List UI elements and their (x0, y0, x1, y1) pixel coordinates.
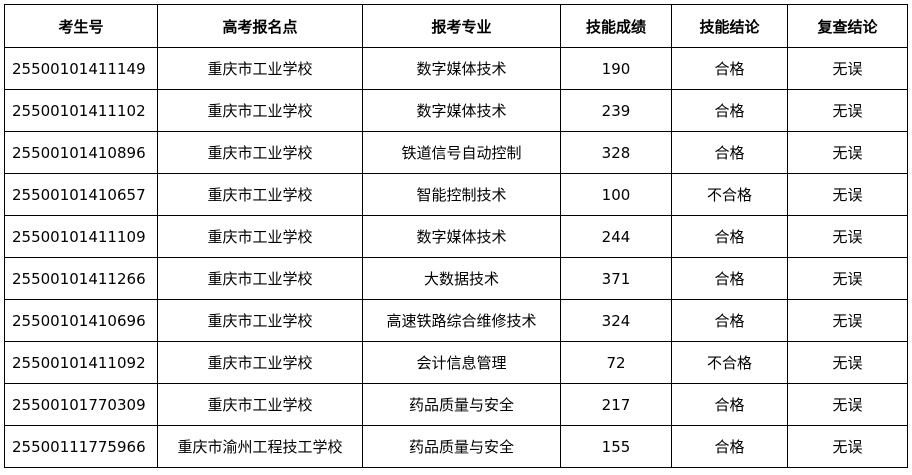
table-cell: 重庆市工业学校 (157, 47, 363, 90)
table-cell: 25500111775966 (4, 425, 158, 468)
table-row: 25500101411102 重庆市工业学校 数字媒体技术 239 合格 无误 (4, 89, 908, 132)
header-cell: 技能成绩 (560, 4, 672, 48)
results-table: 考生号 高考报名点 报考专业 技能成绩 技能结论 复查结论 25500101411149 重… (4, 4, 908, 468)
header-row: 考生号 高考报名点 报考专业 技能成绩 技能结论 复查结论 (4, 4, 908, 48)
table-row: 25500101411109 重庆市工业学校 数字媒体技术 244 合格 无误 (4, 215, 908, 258)
table-cell: 244 (560, 215, 672, 258)
table-cell: 217 (560, 383, 672, 426)
table-cell: 重庆市工业学校 (157, 341, 363, 384)
table-cell: 无误 (787, 425, 908, 468)
table-cell: 药品质量与安全 (362, 425, 561, 468)
table-row: 25500111775966 重庆市渝州工程技工学校 药品质量与安全 155 合格 无误 (4, 425, 908, 468)
table-cell: 重庆市工业学校 (157, 131, 363, 174)
table-cell: 不合格 (671, 173, 788, 216)
table-row: 25500101411266 重庆市工业学校 大数据技术 371 合格 无误 (4, 257, 908, 300)
table-cell: 合格 (671, 89, 788, 132)
table-cell: 合格 (671, 215, 788, 258)
table-cell: 100 (560, 173, 672, 216)
header-cell: 高考报名点 (157, 4, 363, 48)
table-row: 25500101411149 重庆市工业学校 数字媒体技术 190 合格 无误 (4, 47, 908, 90)
table-cell: 重庆市工业学校 (157, 299, 363, 342)
table-row: 25500101410657 重庆市工业学校 智能控制技术 100 不合格 无误 (4, 173, 908, 216)
table-cell: 无误 (787, 173, 908, 216)
table-cell: 重庆市渝州工程技工学校 (157, 425, 363, 468)
table-cell: 合格 (671, 383, 788, 426)
table-cell: 合格 (671, 131, 788, 174)
table-cell: 25500101770309 (4, 383, 158, 426)
table-cell: 重庆市工业学校 (157, 173, 363, 216)
table-cell: 不合格 (671, 341, 788, 384)
table-cell: 25500101411109 (4, 215, 158, 258)
table-cell: 328 (560, 131, 672, 174)
table-cell: 25500101411266 (4, 257, 158, 300)
table-cell: 高速铁路综合维修技术 (362, 299, 561, 342)
table-cell: 25500101410896 (4, 131, 158, 174)
table-cell: 大数据技术 (362, 257, 561, 300)
table-cell: 合格 (671, 425, 788, 468)
header-cell: 复查结论 (787, 4, 908, 48)
table-cell: 无误 (787, 299, 908, 342)
table-cell: 239 (560, 89, 672, 132)
table-row: 25500101411092 重庆市工业学校 会计信息管理 72 不合格 无误 (4, 341, 908, 384)
table-cell: 无误 (787, 383, 908, 426)
table-cell: 25500101411092 (4, 341, 158, 384)
header-cell: 报考专业 (362, 4, 561, 48)
table-cell: 铁道信号自动控制 (362, 131, 561, 174)
table-cell: 25500101411149 (4, 47, 158, 90)
table-row: 25500101410696 重庆市工业学校 高速铁路综合维修技术 324 合格 无误 (4, 299, 908, 342)
table-cell: 无误 (787, 47, 908, 90)
table-cell: 25500101410657 (4, 173, 158, 216)
table-cell: 数字媒体技术 (362, 89, 561, 132)
table-cell: 无误 (787, 341, 908, 384)
table-cell: 324 (560, 299, 672, 342)
table-cell: 智能控制技术 (362, 173, 561, 216)
table-body: 25500101411149 重庆市工业学校 数字媒体技术 190 合格 无误 255001… (4, 47, 908, 468)
table-cell: 无误 (787, 89, 908, 132)
table-cell: 无误 (787, 257, 908, 300)
header-cell: 技能结论 (671, 4, 788, 48)
table-cell: 重庆市工业学校 (157, 215, 363, 258)
table-cell: 药品质量与安全 (362, 383, 561, 426)
table-cell: 重庆市工业学校 (157, 257, 363, 300)
table-cell: 155 (560, 425, 672, 468)
header-cell: 考生号 (4, 4, 158, 48)
table-cell: 合格 (671, 47, 788, 90)
table-cell: 会计信息管理 (362, 341, 561, 384)
table-cell: 无误 (787, 131, 908, 174)
table-cell: 数字媒体技术 (362, 215, 561, 258)
table-row: 25500101770309 重庆市工业学校 药品质量与安全 217 合格 无误 (4, 383, 908, 426)
table-row: 25500101410896 重庆市工业学校 铁道信号自动控制 328 合格 无误 (4, 131, 908, 174)
table-cell: 重庆市工业学校 (157, 89, 363, 132)
table-cell: 371 (560, 257, 672, 300)
table-cell: 合格 (671, 257, 788, 300)
table-cell: 190 (560, 47, 672, 90)
table-cell: 72 (560, 341, 672, 384)
table-cell: 数字媒体技术 (362, 47, 561, 90)
table-cell: 25500101411102 (4, 89, 158, 132)
table-cell: 无误 (787, 215, 908, 258)
table-cell: 25500101410696 (4, 299, 158, 342)
table-cell: 重庆市工业学校 (157, 383, 363, 426)
table-cell: 合格 (671, 299, 788, 342)
